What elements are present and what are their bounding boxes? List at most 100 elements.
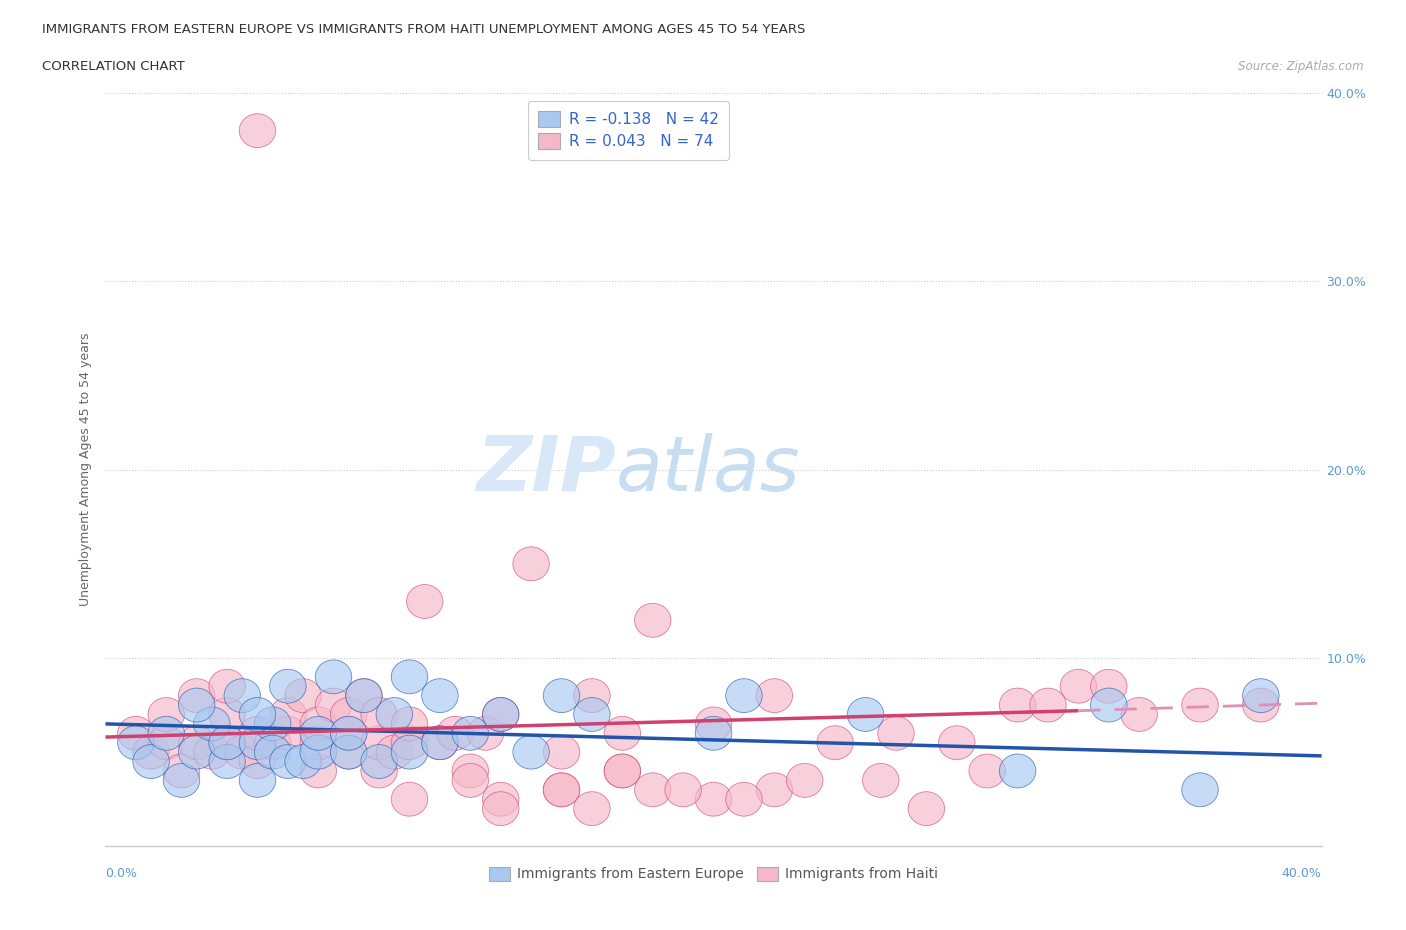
Ellipse shape — [224, 736, 260, 769]
Ellipse shape — [543, 679, 579, 712]
Ellipse shape — [361, 754, 398, 788]
Ellipse shape — [543, 773, 579, 806]
Ellipse shape — [330, 736, 367, 769]
Ellipse shape — [877, 716, 914, 751]
Ellipse shape — [239, 716, 276, 751]
Ellipse shape — [254, 725, 291, 760]
Ellipse shape — [1243, 688, 1279, 722]
Ellipse shape — [148, 725, 184, 760]
Ellipse shape — [330, 716, 367, 751]
Ellipse shape — [391, 707, 427, 741]
Ellipse shape — [270, 670, 307, 703]
Ellipse shape — [361, 698, 398, 731]
Ellipse shape — [209, 745, 245, 778]
Ellipse shape — [163, 754, 200, 788]
Ellipse shape — [209, 725, 245, 760]
Ellipse shape — [209, 670, 245, 703]
Ellipse shape — [574, 698, 610, 731]
Ellipse shape — [1000, 688, 1036, 722]
Ellipse shape — [453, 764, 488, 797]
Text: IMMIGRANTS FROM EASTERN EUROPE VS IMMIGRANTS FROM HAITI UNEMPLOYMENT AMONG AGES : IMMIGRANTS FROM EASTERN EUROPE VS IMMIGR… — [42, 23, 806, 36]
Y-axis label: Unemployment Among Ages 45 to 54 years: Unemployment Among Ages 45 to 54 years — [79, 333, 93, 606]
Ellipse shape — [437, 716, 474, 751]
Ellipse shape — [665, 773, 702, 806]
Ellipse shape — [118, 725, 155, 760]
Ellipse shape — [696, 707, 731, 741]
Ellipse shape — [848, 698, 884, 731]
Ellipse shape — [299, 707, 336, 741]
Ellipse shape — [179, 679, 215, 712]
Ellipse shape — [330, 716, 367, 751]
Ellipse shape — [285, 745, 322, 778]
Ellipse shape — [239, 698, 276, 731]
Ellipse shape — [1000, 754, 1036, 788]
Ellipse shape — [194, 707, 231, 741]
Ellipse shape — [391, 660, 427, 694]
Ellipse shape — [361, 745, 398, 778]
Ellipse shape — [209, 725, 245, 760]
Ellipse shape — [194, 736, 231, 769]
Ellipse shape — [422, 679, 458, 712]
Ellipse shape — [574, 679, 610, 712]
Ellipse shape — [330, 736, 367, 769]
Ellipse shape — [422, 725, 458, 760]
Ellipse shape — [1243, 679, 1279, 712]
Ellipse shape — [239, 745, 276, 778]
Ellipse shape — [299, 716, 336, 751]
Ellipse shape — [605, 754, 641, 788]
Ellipse shape — [224, 679, 260, 712]
Ellipse shape — [163, 764, 200, 797]
Ellipse shape — [908, 791, 945, 826]
Ellipse shape — [179, 688, 215, 722]
Ellipse shape — [239, 113, 276, 148]
Ellipse shape — [346, 679, 382, 712]
Ellipse shape — [209, 698, 245, 731]
Ellipse shape — [467, 716, 503, 751]
Ellipse shape — [132, 745, 169, 778]
Ellipse shape — [513, 547, 550, 580]
Ellipse shape — [1182, 688, 1218, 722]
Ellipse shape — [239, 725, 276, 760]
Ellipse shape — [725, 782, 762, 817]
Ellipse shape — [391, 782, 427, 817]
Ellipse shape — [132, 736, 169, 769]
Ellipse shape — [756, 679, 793, 712]
Ellipse shape — [756, 773, 793, 806]
Ellipse shape — [482, 782, 519, 817]
Ellipse shape — [285, 679, 322, 712]
Text: 0.0%: 0.0% — [105, 868, 138, 881]
Ellipse shape — [254, 736, 291, 769]
Ellipse shape — [148, 716, 184, 751]
Ellipse shape — [179, 736, 215, 769]
Ellipse shape — [1182, 773, 1218, 806]
Ellipse shape — [1091, 688, 1128, 722]
Ellipse shape — [406, 585, 443, 618]
Ellipse shape — [1091, 670, 1128, 703]
Ellipse shape — [299, 736, 336, 769]
Ellipse shape — [453, 754, 488, 788]
Text: 40.0%: 40.0% — [1282, 868, 1322, 881]
Ellipse shape — [254, 707, 291, 741]
Ellipse shape — [605, 754, 641, 788]
Ellipse shape — [543, 773, 579, 806]
Ellipse shape — [482, 698, 519, 731]
Text: ZIP: ZIP — [477, 432, 616, 507]
Ellipse shape — [1029, 688, 1066, 722]
Ellipse shape — [270, 716, 307, 751]
Ellipse shape — [270, 698, 307, 731]
Legend: Immigrants from Eastern Europe, Immigrants from Haiti: Immigrants from Eastern Europe, Immigran… — [482, 859, 945, 888]
Ellipse shape — [148, 698, 184, 731]
Ellipse shape — [696, 782, 731, 817]
Ellipse shape — [862, 764, 898, 797]
Ellipse shape — [375, 736, 412, 769]
Ellipse shape — [513, 736, 550, 769]
Text: atlas: atlas — [616, 432, 801, 507]
Ellipse shape — [482, 791, 519, 826]
Ellipse shape — [315, 660, 352, 694]
Ellipse shape — [725, 679, 762, 712]
Ellipse shape — [270, 745, 307, 778]
Text: CORRELATION CHART: CORRELATION CHART — [42, 60, 186, 73]
Ellipse shape — [696, 716, 731, 751]
Text: Source: ZipAtlas.com: Source: ZipAtlas.com — [1239, 60, 1364, 73]
Ellipse shape — [330, 698, 367, 731]
